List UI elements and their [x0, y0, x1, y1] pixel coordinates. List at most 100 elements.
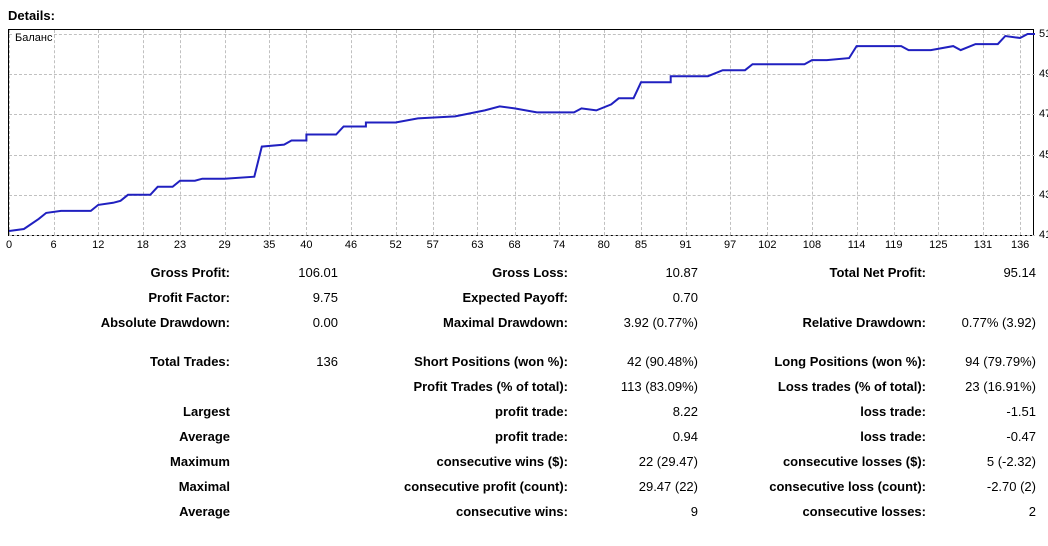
x-tick-label: 91: [679, 239, 691, 251]
stat-cell: Absolute Drawdown:0.00: [8, 315, 344, 330]
y-tick-label: 477: [1039, 108, 1048, 120]
x-tick-label: 119: [885, 239, 903, 251]
stat-value: 9: [574, 504, 704, 519]
x-tick-label: 57: [427, 239, 439, 251]
stat-label: loss trade:: [704, 429, 932, 444]
stat-cell: Relative Drawdown:0.77% (3.92): [704, 315, 1042, 330]
stat-row: Maximalconsecutive profit (count):29.47 …: [8, 474, 1042, 499]
x-tick-label: 108: [803, 239, 821, 251]
stat-label: Profit Trades (% of total):: [344, 379, 574, 394]
stat-label: Average: [8, 429, 236, 444]
stat-label: consecutive losses ($):: [704, 454, 932, 469]
stat-cell: Short Positions (won %):42 (90.48%): [344, 354, 704, 369]
balance-chart: Баланс 417437457477497517 06121823293540…: [8, 29, 1034, 236]
stat-cell: consecutive wins:9: [344, 504, 704, 519]
stat-value: 29.47 (22): [574, 479, 704, 494]
stat-cell: Gross Loss:10.87: [344, 265, 704, 280]
y-tick-label: 497: [1039, 68, 1048, 80]
stat-label: Total Trades:: [8, 354, 236, 369]
stat-row: Maximum consecutive wins ($):22 (29.47)co…: [8, 449, 1042, 474]
stats-table: Gross Profit:106.01Gross Loss:10.87Total…: [8, 260, 1042, 524]
stat-label: Maximal Drawdown:: [344, 315, 574, 330]
stat-cell: Maximal Drawdown:3.92 (0.77%): [344, 315, 704, 330]
stat-cell: consecutive losses ($):5 (-2.32): [704, 454, 1042, 469]
stat-cell: loss trade:-1.51: [704, 404, 1042, 419]
stat-cell: Total Net Profit:95.14: [704, 265, 1042, 280]
x-tick-label: 114: [848, 239, 866, 251]
x-tick-label: 6: [51, 239, 57, 251]
stat-value: [236, 504, 344, 519]
y-tick-label: 457: [1039, 149, 1048, 161]
x-tick-label: 40: [300, 239, 312, 251]
x-tick-label: 97: [724, 239, 736, 251]
stat-value: 106.01: [236, 265, 344, 280]
y-tick-label: 417: [1039, 229, 1048, 241]
stat-row: Profit Factor:9.75Expected Payoff:0.70: [8, 285, 1042, 310]
grid-h-line: [9, 235, 1035, 236]
details-header: Details:: [8, 8, 1040, 23]
stat-value: 95.14: [932, 265, 1042, 280]
stat-cell: consecutive loss (count):-2.70 (2): [704, 479, 1042, 494]
stat-row: Largest profit trade:8.22loss trade:-1.51: [8, 399, 1042, 424]
stat-label: Expected Payoff:: [344, 290, 574, 305]
stat-cell: Loss trades (% of total):23 (16.91%): [704, 379, 1042, 394]
x-tick-label: 29: [218, 239, 230, 251]
stat-row: Average profit trade:0.94loss trade:-0.47: [8, 424, 1042, 449]
x-tick-label: 52: [389, 239, 401, 251]
x-tick-label: 131: [974, 239, 992, 251]
stat-value: 22 (29.47): [574, 454, 704, 469]
stat-cell: Average: [8, 504, 344, 519]
stat-cell: consecutive wins ($):22 (29.47): [344, 454, 704, 469]
x-tick-label: 23: [174, 239, 186, 251]
equity-line: [9, 30, 1035, 235]
stat-row: Absolute Drawdown:0.00Maximal Drawdown:3…: [8, 310, 1042, 335]
stat-label: Profit Factor:: [8, 290, 236, 305]
x-tick-label: 12: [92, 239, 104, 251]
stat-cell: Maximal: [8, 479, 344, 494]
stat-value: 9.75: [236, 290, 344, 305]
stat-value: 8.22: [574, 404, 704, 419]
stat-label: Gross Profit:: [8, 265, 236, 280]
stat-row: Profit Trades (% of total):113 (83.09%)L…: [8, 374, 1042, 399]
x-tick-label: 63: [471, 239, 483, 251]
stat-row: Gross Profit:106.01Gross Loss:10.87Total…: [8, 260, 1042, 285]
x-tick-label: 46: [345, 239, 357, 251]
stat-label: Largest: [8, 404, 236, 419]
stat-value: [236, 454, 344, 469]
stat-cell: Total Trades:136: [8, 354, 344, 369]
stat-cell: Expected Payoff:0.70: [344, 290, 704, 305]
stat-label: Average: [8, 504, 236, 519]
y-tick-label: 437: [1039, 189, 1048, 201]
stat-label: Relative Drawdown:: [704, 315, 932, 330]
chart-plot-area: 417437457477497517 061218232935404652576…: [9, 30, 1035, 235]
stat-cell: profit trade:8.22: [344, 404, 704, 419]
stat-label: Total Net Profit:: [704, 265, 932, 280]
stat-value: 3.92 (0.77%): [574, 315, 704, 330]
stat-label: Long Positions (won %):: [704, 354, 932, 369]
stat-label: consecutive wins:: [344, 504, 574, 519]
stat-cell: Gross Profit:106.01: [8, 265, 344, 280]
stat-cell: Profit Factor:9.75: [8, 290, 344, 305]
stat-row: Average consecutive wins:9consecutive los…: [8, 499, 1042, 524]
x-tick-label: 0: [6, 239, 12, 251]
stat-label: Maximum: [8, 454, 236, 469]
stat-cell: consecutive losses:2: [704, 504, 1042, 519]
x-axis-labels: 0612182329354046525763687480859197102108…: [9, 239, 1035, 253]
stat-label: profit trade:: [344, 404, 574, 419]
stat-label: Absolute Drawdown:: [8, 315, 236, 330]
stat-value: 0.94: [574, 429, 704, 444]
stat-cell: loss trade:-0.47: [704, 429, 1042, 444]
stat-cell: Maximum: [8, 454, 344, 469]
stat-label: profit trade:: [344, 429, 574, 444]
stat-label: consecutive wins ($):: [344, 454, 574, 469]
stat-value: [236, 404, 344, 419]
x-tick-label: 80: [598, 239, 610, 251]
stat-value: 5 (-2.32): [932, 454, 1042, 469]
stat-label: consecutive profit (count):: [344, 479, 574, 494]
x-tick-label: 102: [758, 239, 776, 251]
stat-value: -0.47: [932, 429, 1042, 444]
stat-cell: Largest: [8, 404, 344, 419]
stat-label: Short Positions (won %):: [344, 354, 574, 369]
stat-cell: Profit Trades (% of total):113 (83.09%): [344, 379, 704, 394]
stat-label: Loss trades (% of total):: [704, 379, 932, 394]
